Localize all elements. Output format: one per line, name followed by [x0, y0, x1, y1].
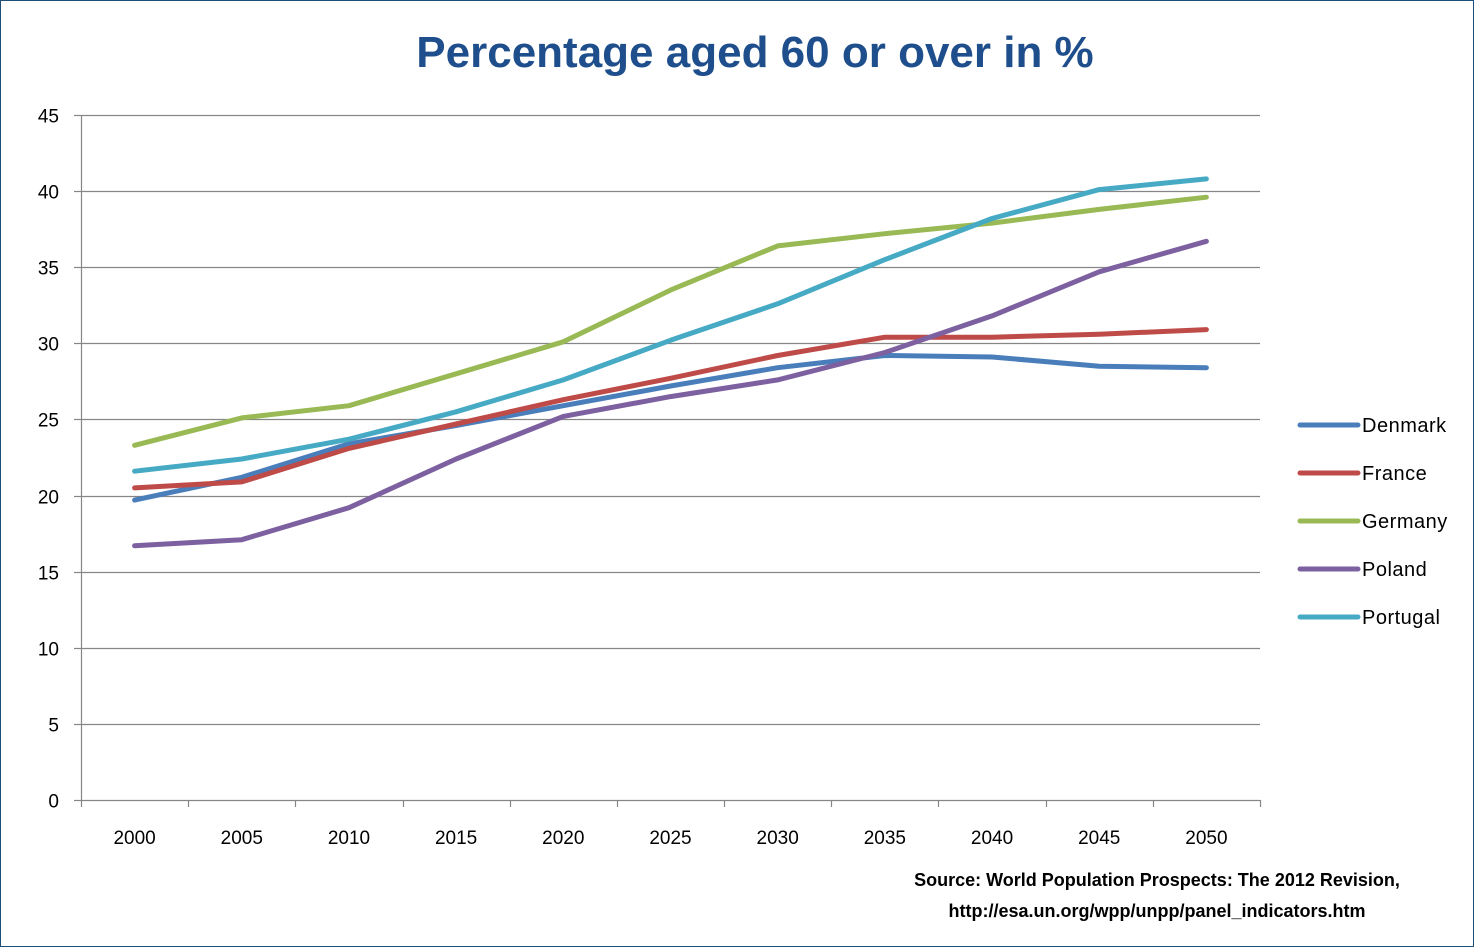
x-tick-label: 2010 — [328, 828, 370, 849]
y-tick-label: 30 — [38, 335, 59, 356]
x-tick-label: 2040 — [971, 828, 1013, 849]
series-line-france — [132, 327, 1209, 491]
x-tick-label: 2050 — [1185, 828, 1227, 849]
x-tick-label: 2000 — [113, 828, 155, 849]
source-line-2: http://esa.un.org/wpp/unpp/panel_indicat… — [948, 901, 1366, 921]
legend-label: Portugal — [1362, 607, 1441, 629]
gridlines — [81, 114, 1260, 726]
series-line-poland — [132, 238, 1209, 549]
x-tick-label: 2045 — [1078, 828, 1120, 849]
x-tick-label: 2015 — [435, 828, 477, 849]
x-tick-label: 2025 — [649, 828, 691, 849]
legend-label: Poland — [1362, 559, 1427, 581]
y-tick-label: 15 — [38, 564, 59, 585]
x-tick-label: 2005 — [221, 828, 263, 849]
legend-label: Germany — [1362, 511, 1448, 533]
y-tick-label: 25 — [38, 411, 59, 432]
y-tick-label: 20 — [38, 488, 59, 509]
source-note: Source: World Population Prospects: The … — [840, 865, 1474, 927]
series-line-portugal — [132, 176, 1209, 474]
series-line-denmark — [132, 353, 1209, 503]
legend: Denmark France Germany Poland Portugal — [1297, 415, 1448, 629]
y-tick-label: 35 — [38, 259, 59, 280]
y-tick-label: 45 — [38, 107, 59, 128]
x-tick-label: 2020 — [542, 828, 584, 849]
x-tick-label: 2030 — [757, 828, 799, 849]
y-tick-label: 10 — [38, 640, 59, 661]
series-lines — [132, 176, 1209, 549]
x-tick-label: 2035 — [864, 828, 906, 849]
legend-label: France — [1362, 463, 1427, 485]
series-line-germany — [132, 194, 1209, 448]
source-line-1: Source: World Population Prospects: The … — [914, 870, 1400, 890]
legend-label: Denmark — [1362, 415, 1447, 437]
y-tick-label: 0 — [48, 792, 59, 813]
chart-title: Percentage aged 60 or over in % — [416, 28, 1094, 77]
y-tick-label: 40 — [38, 183, 59, 204]
y-tick-label: 5 — [48, 716, 59, 737]
